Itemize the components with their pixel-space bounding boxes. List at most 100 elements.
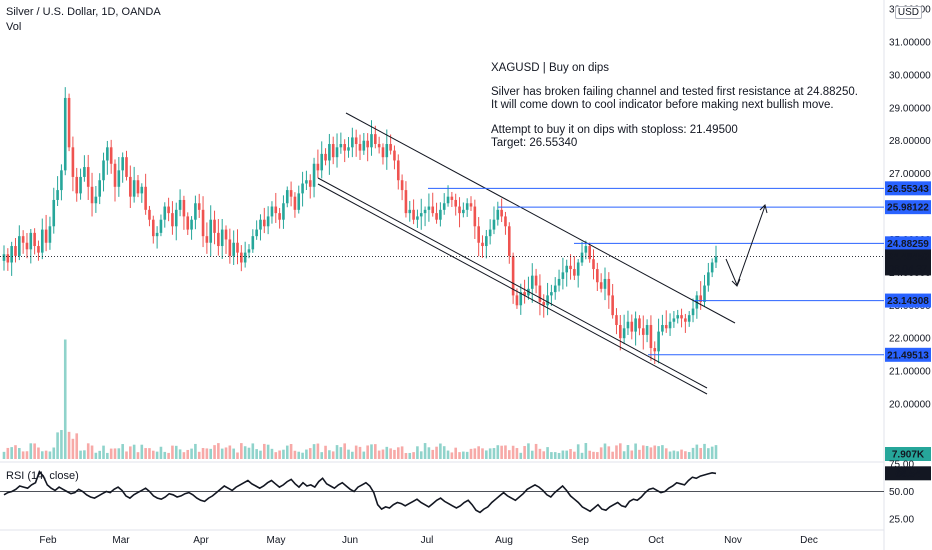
candle-body <box>305 180 308 184</box>
volume-bar <box>707 448 710 459</box>
volume-bar <box>90 445 94 459</box>
volume-bar <box>259 450 262 459</box>
volume-bar <box>603 443 607 459</box>
annotation-line-2: It will come down to cool indicator befo… <box>491 99 834 111</box>
candle-body <box>511 255 515 296</box>
volume-bar <box>351 451 354 459</box>
candle-body <box>561 272 565 279</box>
candle-body <box>29 232 33 250</box>
x-tick-label: Nov <box>724 535 742 546</box>
volume-bar <box>251 443 255 459</box>
candle-body <box>148 209 151 220</box>
candle-body <box>358 144 362 151</box>
volume-bar <box>695 444 699 459</box>
candle-body <box>324 153 327 161</box>
candle-body <box>335 147 339 158</box>
volume-bar <box>389 448 392 459</box>
candle-body <box>588 246 591 260</box>
x-tick-label: Apr <box>193 535 209 546</box>
candle-body <box>557 278 561 286</box>
candle-body <box>197 203 201 210</box>
volume-bar <box>641 445 645 459</box>
volume-bar <box>676 451 680 459</box>
currency-button[interactable]: USD <box>894 6 922 19</box>
price-tick-label: 20.00000 <box>889 400 931 411</box>
candle-body <box>462 209 465 214</box>
candle-body <box>592 259 595 270</box>
volume-badge-label: 7.907K <box>892 450 925 461</box>
candle-body <box>174 209 178 227</box>
candle-body <box>515 295 519 306</box>
candle-body <box>473 206 477 227</box>
candle-body <box>220 229 224 247</box>
volume-bar <box>446 450 450 459</box>
candle-body <box>377 144 381 148</box>
candle-body <box>500 209 503 217</box>
volume-bar <box>596 452 599 459</box>
volume-bar <box>328 450 331 459</box>
candle-body <box>75 176 79 194</box>
candle-body <box>186 216 190 230</box>
volume-bar <box>63 339 67 459</box>
candle-body <box>393 150 396 161</box>
candle-body <box>331 144 335 158</box>
candle-body <box>48 226 52 243</box>
price-tick-label: 21.00000 <box>889 367 931 378</box>
volume-bar <box>159 446 163 459</box>
volume-bar <box>680 449 683 459</box>
candle-body <box>52 199 56 227</box>
volume-bar <box>396 447 400 459</box>
volume-bar <box>580 452 584 459</box>
candle-body <box>565 265 569 273</box>
candle-body <box>381 147 385 158</box>
candle-body <box>236 242 239 253</box>
candle-body <box>661 325 664 332</box>
candle-body <box>40 229 44 253</box>
volume-bar <box>136 452 140 459</box>
volume-bar <box>630 450 634 459</box>
volume-bar <box>148 448 151 459</box>
current-price-label: 24.48450 <box>887 252 929 263</box>
volume-bar <box>477 446 480 459</box>
candle-body <box>699 295 702 302</box>
price-tick-label: 28.00000 <box>889 136 931 147</box>
candle-body <box>664 325 668 329</box>
candle-body <box>106 147 109 161</box>
volume-bar <box>129 446 132 459</box>
volume-bar <box>454 447 457 459</box>
candle-body <box>596 269 599 283</box>
volume-bar <box>155 451 159 459</box>
channel-lower-line-b <box>317 183 708 395</box>
volume-bar <box>427 447 431 459</box>
candle-body <box>79 176 82 194</box>
candle-body <box>615 315 618 326</box>
candle-body <box>450 196 454 200</box>
candle-body <box>580 252 584 263</box>
volume-bar <box>450 452 454 459</box>
volume-bar <box>6 447 10 459</box>
candle-body <box>316 163 320 171</box>
candle-body <box>419 213 423 217</box>
candle-body <box>205 236 209 243</box>
candle-body <box>21 236 25 243</box>
annotation-line-1: Silver has broken failing channel and te… <box>491 86 858 98</box>
volume-bar <box>220 448 224 459</box>
candle-body <box>308 180 312 187</box>
candle-body <box>263 219 266 227</box>
candle-body <box>2 254 6 261</box>
x-tick-label: Feb <box>39 535 57 546</box>
candle-body <box>56 190 59 200</box>
candle-body <box>266 216 270 227</box>
volume-bar <box>584 443 588 459</box>
candle-body <box>285 190 289 204</box>
volume-bar <box>534 443 538 459</box>
volume-bar <box>400 446 404 459</box>
volume-bar <box>297 451 301 459</box>
candle-body <box>423 209 427 214</box>
volume-bar <box>190 448 193 459</box>
volume-bar <box>649 447 653 459</box>
candle-body <box>102 160 105 181</box>
candle-body <box>224 229 228 240</box>
volume-bar <box>492 448 496 459</box>
